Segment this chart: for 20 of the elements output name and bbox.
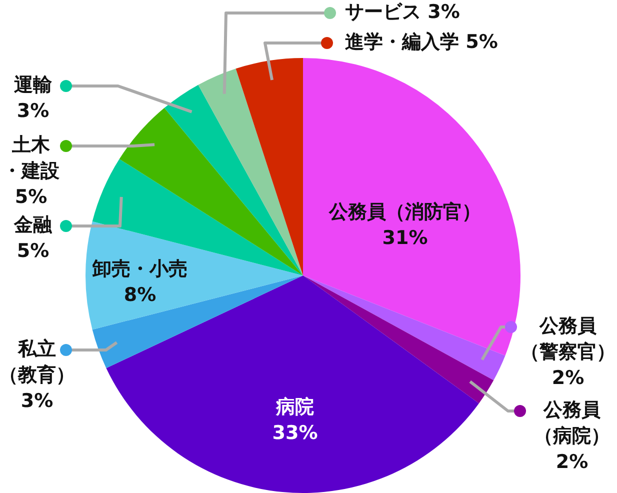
data-label: 3% <box>20 390 54 412</box>
legend-label: 進学・編入学 5% <box>345 30 498 53</box>
data-label: 8% <box>124 284 156 306</box>
data-label: 5% <box>14 186 48 208</box>
slice-label: 私立（教育） <box>0 338 75 386</box>
legend-label: 公務員（警察官） <box>520 314 616 363</box>
slice-label: 卸売・小売 <box>92 258 188 280</box>
legend-label: 公務員（病院） <box>534 398 610 447</box>
slice-label: 病院 <box>275 396 314 418</box>
slice-label: 運輸 <box>13 74 53 96</box>
legend-label: サービス 3% <box>345 0 460 23</box>
data-label: 31% <box>382 226 428 249</box>
data-label: 2% <box>552 366 584 389</box>
data-label: 3% <box>16 100 50 122</box>
data-label: 33% <box>272 422 318 444</box>
data-label: 5% <box>16 240 50 262</box>
slice-label: 公務員（消防官） <box>328 200 481 223</box>
data-label: 2% <box>556 450 588 473</box>
slice-label: 土木・建設 <box>2 134 60 182</box>
slice-label: 金融 <box>13 214 53 236</box>
